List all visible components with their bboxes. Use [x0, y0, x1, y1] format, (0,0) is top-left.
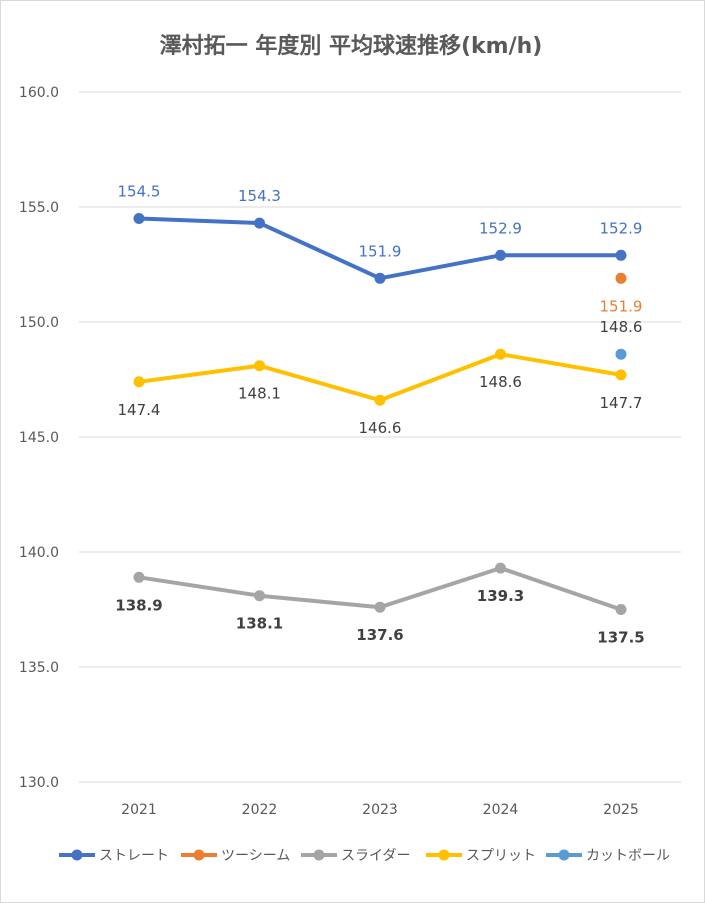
- legend-marker-1: [193, 849, 205, 861]
- data-point: [374, 394, 386, 406]
- y-tick-label: 150.0: [19, 315, 59, 331]
- data-label: 137.6: [356, 626, 403, 644]
- y-tick-label: 130.0: [19, 775, 59, 791]
- y-tick-label: 140.0: [19, 545, 59, 561]
- data-point: [615, 348, 627, 360]
- y-tick-label: 155.0: [19, 200, 59, 216]
- data-label: 137.5: [597, 629, 644, 647]
- series-line-3: [138, 352, 622, 403]
- data-label: 147.7: [600, 394, 643, 412]
- x-tick-label: 2021: [121, 802, 157, 818]
- data-label: 148.6: [479, 373, 522, 391]
- data-label: 139.3: [477, 587, 524, 605]
- data-point: [495, 562, 506, 574]
- legend-marker-3: [438, 849, 450, 861]
- data-label: 148.1: [238, 385, 281, 403]
- data-point: [615, 369, 627, 381]
- data-label: 148.6: [600, 318, 643, 336]
- x-tick-label: 2024: [483, 802, 519, 818]
- data-point: [374, 601, 386, 613]
- data-point: [133, 213, 145, 224]
- data-label: 154.3: [238, 187, 281, 205]
- data-label: 152.9: [479, 219, 522, 237]
- data-point: [615, 272, 627, 284]
- legend-marker-4: [558, 849, 570, 861]
- chart-title: 澤村拓一 年度別 平均球速推移(km/h): [160, 33, 543, 59]
- data-label: 138.1: [236, 615, 283, 633]
- data-label: 152.9: [600, 219, 643, 237]
- data-label: 146.6: [359, 419, 402, 437]
- legend-label: ストレート: [99, 848, 169, 864]
- data-label: 151.9: [359, 242, 402, 260]
- legend-marker-2: [313, 849, 325, 861]
- x-tick-label: 2025: [603, 802, 639, 818]
- data-point: [254, 590, 265, 602]
- data-point: [495, 249, 506, 261]
- data-label: 154.5: [118, 183, 161, 201]
- legend-label: スプリット: [466, 848, 536, 864]
- data-point: [374, 272, 386, 284]
- y-tick-label: 135.0: [19, 660, 59, 676]
- data-point: [254, 360, 265, 372]
- y-tick-label: 160.0: [19, 85, 59, 101]
- legend-label: スライダー: [341, 848, 410, 864]
- data-point: [615, 604, 627, 615]
- legend-label: ツーシーム: [221, 848, 290, 864]
- data-point: [133, 376, 145, 388]
- x-tick-label: 2022: [242, 802, 278, 818]
- y-tick-label: 145.0: [19, 430, 59, 446]
- data-point: [495, 348, 506, 360]
- legend-label: カットボール: [586, 848, 670, 864]
- data-point: [615, 249, 627, 261]
- legend-marker-0: [71, 849, 83, 861]
- data-point: [254, 217, 265, 229]
- data-label: 138.9: [115, 596, 162, 614]
- data-label: 151.9: [600, 297, 643, 315]
- x-tick-label: 2023: [362, 802, 398, 818]
- data-label: 147.4: [118, 401, 161, 419]
- data-point: [133, 571, 145, 583]
